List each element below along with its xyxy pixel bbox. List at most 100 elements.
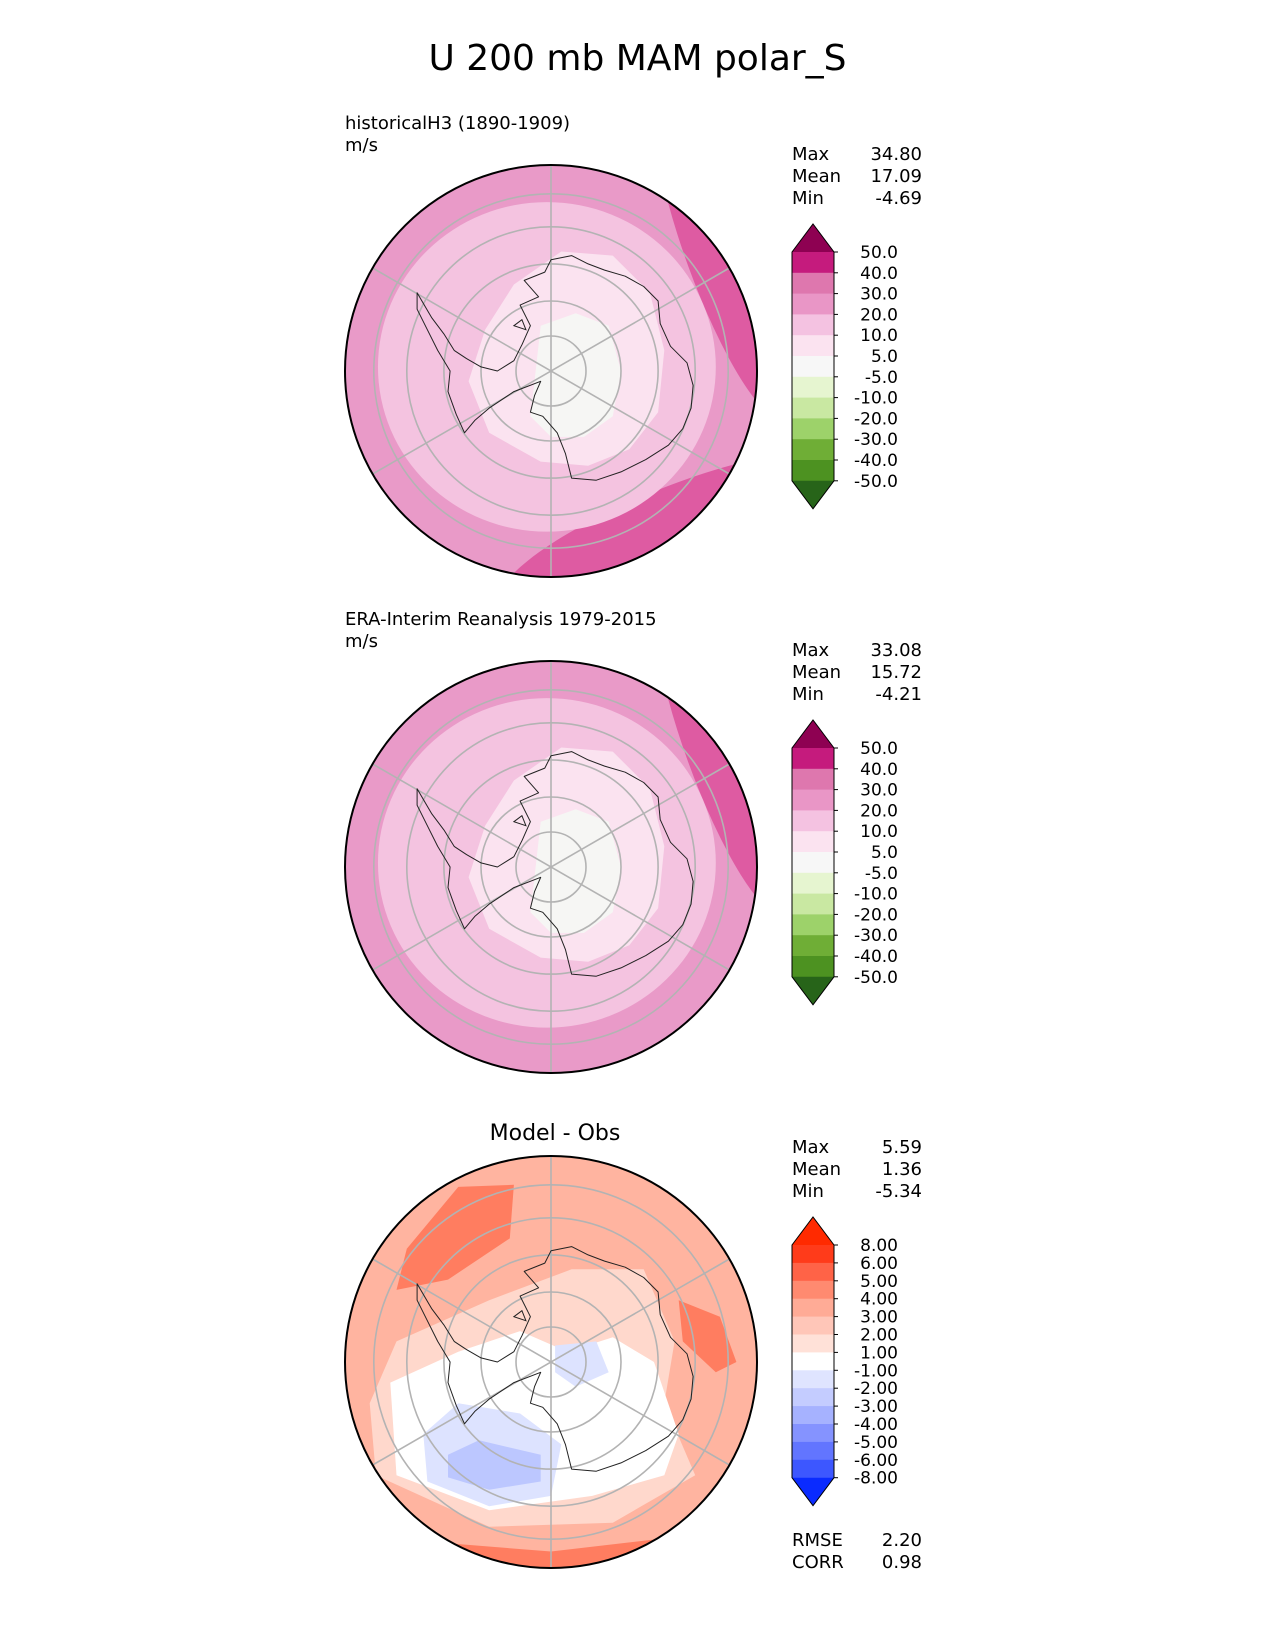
colorbar-segment (792, 1298, 834, 1318)
colorbar-segment (792, 935, 834, 957)
graticule (372, 661, 730, 1073)
colorbar-segment (792, 914, 834, 936)
colorbar-segment (792, 1424, 834, 1443)
stat-max-label: Max (792, 144, 830, 165)
stat-min-label: Min (792, 188, 824, 209)
colorbar-tick-label: -5.0 (865, 368, 898, 388)
island-outline (512, 814, 527, 827)
rmse-label: RMSE (792, 1530, 843, 1551)
colorbar-tick-label: 40.0 (860, 760, 898, 780)
colorbar-3: 8.006.005.004.003.002.001.00-1.00-2.00-3… (791, 1216, 898, 1507)
colorbar-tick-label: -1.00 (854, 1361, 898, 1381)
corr-value: 0.98 (881, 1552, 922, 1573)
map-boundary (344, 1155, 758, 1569)
stat-max-value: 34.80 (870, 144, 922, 165)
colorbar-segment (792, 852, 834, 874)
colorbar-tick-label: 10.0 (860, 822, 898, 842)
colorbar-tick-label: -40.0 (854, 451, 898, 471)
colorbar-segment (792, 810, 834, 832)
colorbar-segment (792, 1406, 834, 1425)
colorbar-tick-label: -30.0 (854, 430, 898, 450)
colorbar-1: 50.040.030.020.010.05.0-5.0-10.0-20.0-30… (791, 223, 898, 510)
colorbar-extend-min (792, 480, 834, 509)
panel-1-stats: Max 34.80 Mean 17.09 Min -4.69 (792, 144, 922, 210)
colorbar-tick-label: 1.00 (860, 1343, 898, 1363)
colorbar-tick-label: 50.0 (860, 739, 898, 759)
stat-max-label: Max (792, 1137, 830, 1158)
colorbar-segment (792, 335, 834, 357)
polar-map-2 (344, 660, 758, 1074)
stat-min-value: -5.34 (875, 1181, 922, 1202)
antarctica-coastline (416, 751, 694, 977)
panel-2-title: ERA-Interim Reanalysis 1979-2015 (345, 609, 657, 630)
colorbar-tick-label: -30.0 (854, 926, 898, 946)
colorbar-tick-label: -2.00 (854, 1379, 898, 1399)
rmse-value: 2.20 (881, 1530, 922, 1551)
stat-mean-label: Mean (792, 166, 842, 187)
stat-mean-value: 17.09 (870, 166, 922, 187)
colorbar-tick-label: 30.0 (860, 781, 898, 801)
map-boundary (344, 164, 758, 578)
colorbar-segment (792, 418, 834, 440)
colorbar-tick-label: -50.0 (854, 968, 898, 988)
colorbar-extend-max (792, 224, 834, 252)
panel-2-stats: Max 33.08 Mean 15.72 Min -4.21 (792, 640, 922, 706)
colorbar-tick-label: -5.0 (865, 864, 898, 884)
colorbar-tick-label: -5.00 (854, 1433, 898, 1453)
colorbar-segment (792, 768, 834, 791)
colorbar-segment (792, 1316, 834, 1335)
colorbar-tick-label: 8.00 (860, 1236, 898, 1256)
stat-min-label: Min (792, 684, 824, 705)
panel-1-title: historicalH3 (1890-1909) (345, 113, 571, 134)
colorbar-segment (792, 252, 834, 274)
map-boundary (344, 660, 758, 1074)
colorbar-tick-label: 5.0 (871, 347, 898, 367)
stat-min-value: -4.21 (875, 684, 922, 705)
panel-2-units: m/s (345, 631, 378, 652)
antarctica-coastline (416, 255, 694, 481)
stat-max-value: 33.08 (870, 640, 922, 661)
graticule (372, 1156, 730, 1568)
colorbar-segment (792, 1441, 834, 1461)
panel-3-metrics: RMSE 2.20 CORR 0.98 (792, 1530, 922, 1574)
panel-3-title: Model - Obs (489, 1121, 621, 1146)
colorbar-tick-label: 4.00 (860, 1290, 898, 1310)
corr-label: CORR (792, 1552, 844, 1573)
stat-min-value: -4.69 (875, 188, 922, 209)
colorbar-tick-label: -50.0 (854, 472, 898, 492)
stat-min-label: Min (792, 1181, 824, 1202)
colorbar-segment (792, 1245, 834, 1264)
stat-max-label: Max (792, 640, 830, 661)
colorbar-segment (792, 748, 834, 770)
colorbar-extend-min (792, 976, 834, 1005)
colorbar-extend-min (792, 1477, 834, 1506)
colorbar-extend-max (792, 720, 834, 748)
panel-1-units: m/s (345, 135, 378, 156)
colorbar-tick-label: 50.0 (860, 243, 898, 263)
colorbar-tick-label: 6.00 (860, 1254, 898, 1274)
colorbar-segment (792, 1352, 834, 1371)
colorbar-tick-label: 10.0 (860, 326, 898, 346)
stat-max-value: 5.59 (881, 1137, 922, 1158)
island-outline (512, 1309, 527, 1322)
colorbar-segment (792, 460, 834, 482)
colorbar-tick-label: 5.0 (871, 843, 898, 863)
colorbar-segment (792, 439, 834, 461)
colorbar-segment (792, 293, 834, 315)
colorbar-segment (792, 314, 834, 336)
colorbar-tick-label: -3.00 (854, 1397, 898, 1417)
colorbar-segment (792, 1370, 834, 1389)
colorbar-tick-label: 30.0 (860, 285, 898, 305)
colorbar-segment (792, 831, 834, 853)
island-outline (512, 318, 527, 331)
polar-map-3 (344, 1155, 758, 1569)
colorbar-segment (792, 893, 834, 915)
colorbar-tick-label: 40.0 (860, 264, 898, 284)
colorbar-extend-max (792, 1217, 834, 1245)
colorbar-segment (792, 1388, 834, 1407)
colorbar-tick-label: -10.0 (854, 885, 898, 905)
colorbar-segment (792, 956, 834, 978)
colorbar-tick-label: -6.00 (854, 1451, 898, 1471)
antarctica-coastline (416, 1246, 694, 1472)
